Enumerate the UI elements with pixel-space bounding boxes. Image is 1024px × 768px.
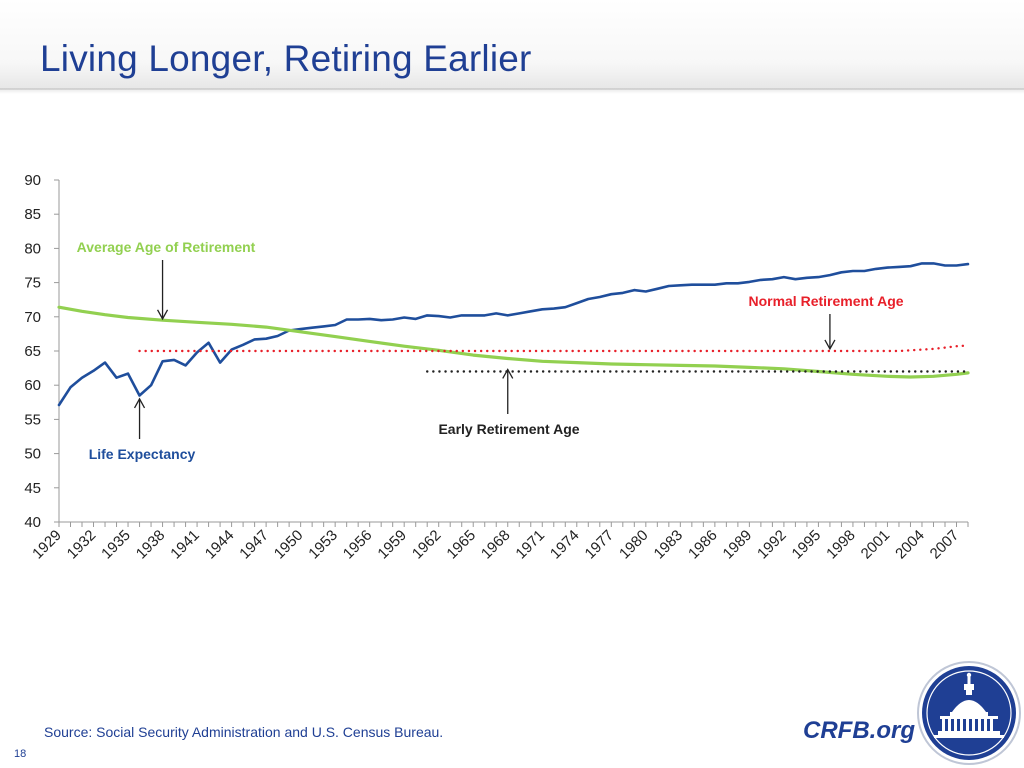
x-tick-label: 1941 <box>167 527 203 563</box>
x-tick-label: 1986 <box>685 527 721 563</box>
y-tick-label: 70 <box>24 309 41 326</box>
x-tick-label: 1965 <box>443 527 479 563</box>
y-tick-label: 45 <box>24 480 41 497</box>
annotation-label: Normal Retirement Age <box>748 293 903 309</box>
y-tick-label: 80 <box>24 240 41 257</box>
annotation-label: Average Age of Retirement <box>77 239 256 255</box>
header-shadow <box>0 88 1024 94</box>
annotation-label: Early Retirement Age <box>438 421 579 437</box>
x-tick-label: 2001 <box>858 527 894 563</box>
x-tick-label: 1950 <box>271 527 307 563</box>
annotation-arrowhead <box>824 339 836 351</box>
x-tick-label: 1974 <box>547 527 583 563</box>
series-line-average-age-of-retirement <box>57 305 970 379</box>
x-tick-label: 2007 <box>927 527 963 563</box>
x-tick-label: 1956 <box>340 527 376 563</box>
series-line-normal-retirement-age <box>138 344 970 353</box>
x-tick-label: 1971 <box>512 527 548 563</box>
capitol-seal-icon <box>917 661 1021 765</box>
x-tick-label: 1977 <box>582 527 618 563</box>
annotation-label: Life Expectancy <box>89 446 196 462</box>
x-tick-label: 1980 <box>616 527 652 563</box>
x-tick-label: 1968 <box>478 527 514 563</box>
source-note: Source: Social Security Administration a… <box>44 724 444 740</box>
x-tick-label: 1989 <box>720 527 756 563</box>
x-tick-label: 1932 <box>64 527 100 563</box>
series-line-life-expectancy <box>57 262 970 407</box>
x-tick-label: 1929 <box>29 527 65 563</box>
annotation-arrowhead <box>133 397 146 409</box>
x-tick-label: 1983 <box>651 527 687 563</box>
brand-name: CRFB.org <box>803 717 915 744</box>
header-bar <box>0 0 1024 90</box>
x-tick-label: 1959 <box>374 527 410 563</box>
x-tick-label: 1947 <box>236 527 272 563</box>
x-tick-label: 1944 <box>202 527 238 563</box>
x-tick-label: 2004 <box>892 527 928 563</box>
slide-title: Living Longer, Retiring Earlier <box>40 38 532 79</box>
y-tick-label: 60 <box>24 377 41 394</box>
x-tick-label: 1962 <box>409 527 445 563</box>
annotation-arrowhead <box>502 368 514 379</box>
x-tick-label: 1992 <box>754 527 790 563</box>
x-tick-label: 1935 <box>98 527 134 563</box>
annotation-arrowhead <box>156 309 169 321</box>
x-tick-label: 1953 <box>305 527 341 563</box>
y-tick-label: 40 <box>24 514 41 531</box>
y-tick-label: 50 <box>24 446 41 463</box>
y-tick-label: 85 <box>24 206 41 223</box>
y-tick-label: 65 <box>24 343 41 360</box>
y-tick-label: 90 <box>24 172 41 189</box>
x-tick-label: 1998 <box>823 527 859 563</box>
x-tick-label: 1938 <box>133 527 169 563</box>
x-tick-label: 1995 <box>789 527 825 563</box>
y-tick-label: 55 <box>24 411 41 428</box>
y-tick-label: 75 <box>24 275 41 292</box>
slide-number: 18 <box>14 748 27 760</box>
